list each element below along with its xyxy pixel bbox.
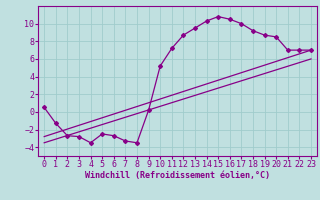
X-axis label: Windchill (Refroidissement éolien,°C): Windchill (Refroidissement éolien,°C): [85, 171, 270, 180]
